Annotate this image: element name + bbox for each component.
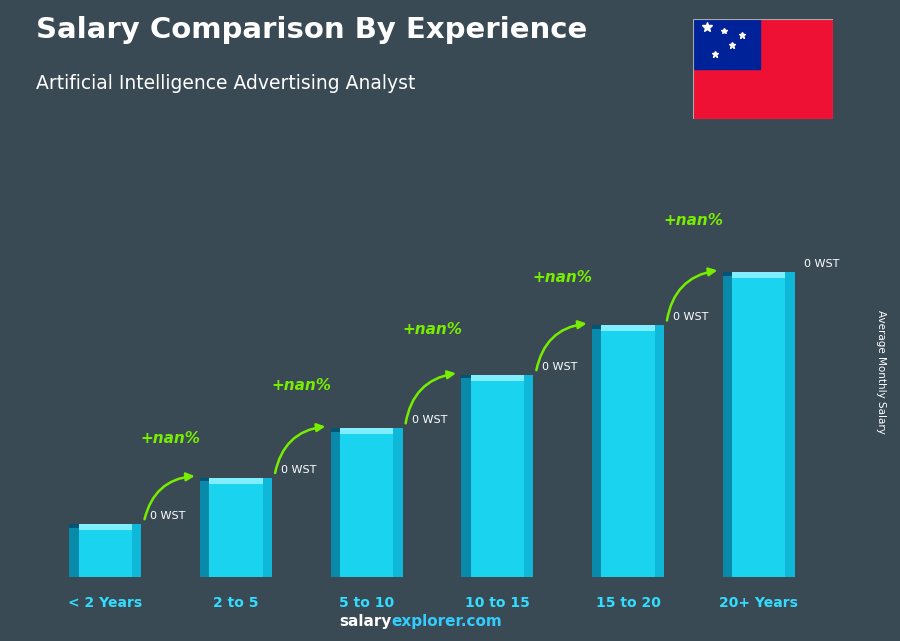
Bar (723, 272, 732, 276)
Text: 0 WST: 0 WST (412, 415, 447, 425)
Bar (471, 374, 524, 381)
Bar (732, 272, 785, 278)
Bar (524, 374, 534, 577)
Bar (785, 272, 795, 577)
Text: Salary Comparison By Experience: Salary Comparison By Experience (36, 16, 587, 44)
Bar (340, 428, 393, 434)
Bar (393, 428, 402, 577)
Bar (210, 478, 263, 577)
Bar (693, 19, 760, 69)
Text: +nan%: +nan% (140, 431, 201, 445)
Bar (79, 524, 132, 577)
Text: 0 WST: 0 WST (673, 312, 708, 322)
Text: 2 to 5: 2 to 5 (213, 596, 259, 610)
Bar (331, 428, 340, 431)
Text: 20+ Years: 20+ Years (719, 596, 798, 610)
Bar (200, 478, 210, 577)
Text: 0 WST: 0 WST (804, 259, 839, 269)
Bar (69, 524, 79, 528)
Bar (723, 272, 732, 577)
Text: +nan%: +nan% (402, 322, 462, 337)
Bar (200, 478, 210, 481)
Bar (601, 325, 654, 331)
Text: +nan%: +nan% (533, 269, 592, 285)
Text: salary: salary (339, 615, 392, 629)
Text: +nan%: +nan% (663, 213, 724, 228)
Bar (592, 325, 601, 329)
Bar (654, 325, 664, 577)
Bar (592, 325, 601, 577)
Text: Average Monthly Salary: Average Monthly Salary (877, 310, 886, 434)
Text: 0 WST: 0 WST (150, 511, 185, 521)
Bar (340, 428, 393, 577)
Text: 10 to 15: 10 to 15 (465, 596, 530, 610)
Bar (732, 272, 785, 577)
Bar (132, 524, 141, 577)
Text: 15 to 20: 15 to 20 (596, 596, 661, 610)
Text: < 2 Years: < 2 Years (68, 596, 142, 610)
Bar (263, 478, 272, 577)
Bar (462, 374, 471, 378)
Text: 5 to 10: 5 to 10 (339, 596, 394, 610)
Bar (79, 524, 132, 530)
Bar (601, 325, 654, 577)
Text: explorer.com: explorer.com (392, 615, 502, 629)
Text: 0 WST: 0 WST (543, 362, 578, 372)
Bar (471, 374, 524, 577)
Text: +nan%: +nan% (272, 378, 331, 393)
Text: Artificial Intelligence Advertising Analyst: Artificial Intelligence Advertising Anal… (36, 74, 416, 93)
Bar (462, 374, 471, 577)
Bar (210, 478, 263, 484)
Bar (331, 428, 340, 577)
Text: 0 WST: 0 WST (281, 465, 317, 475)
Bar (69, 524, 79, 577)
